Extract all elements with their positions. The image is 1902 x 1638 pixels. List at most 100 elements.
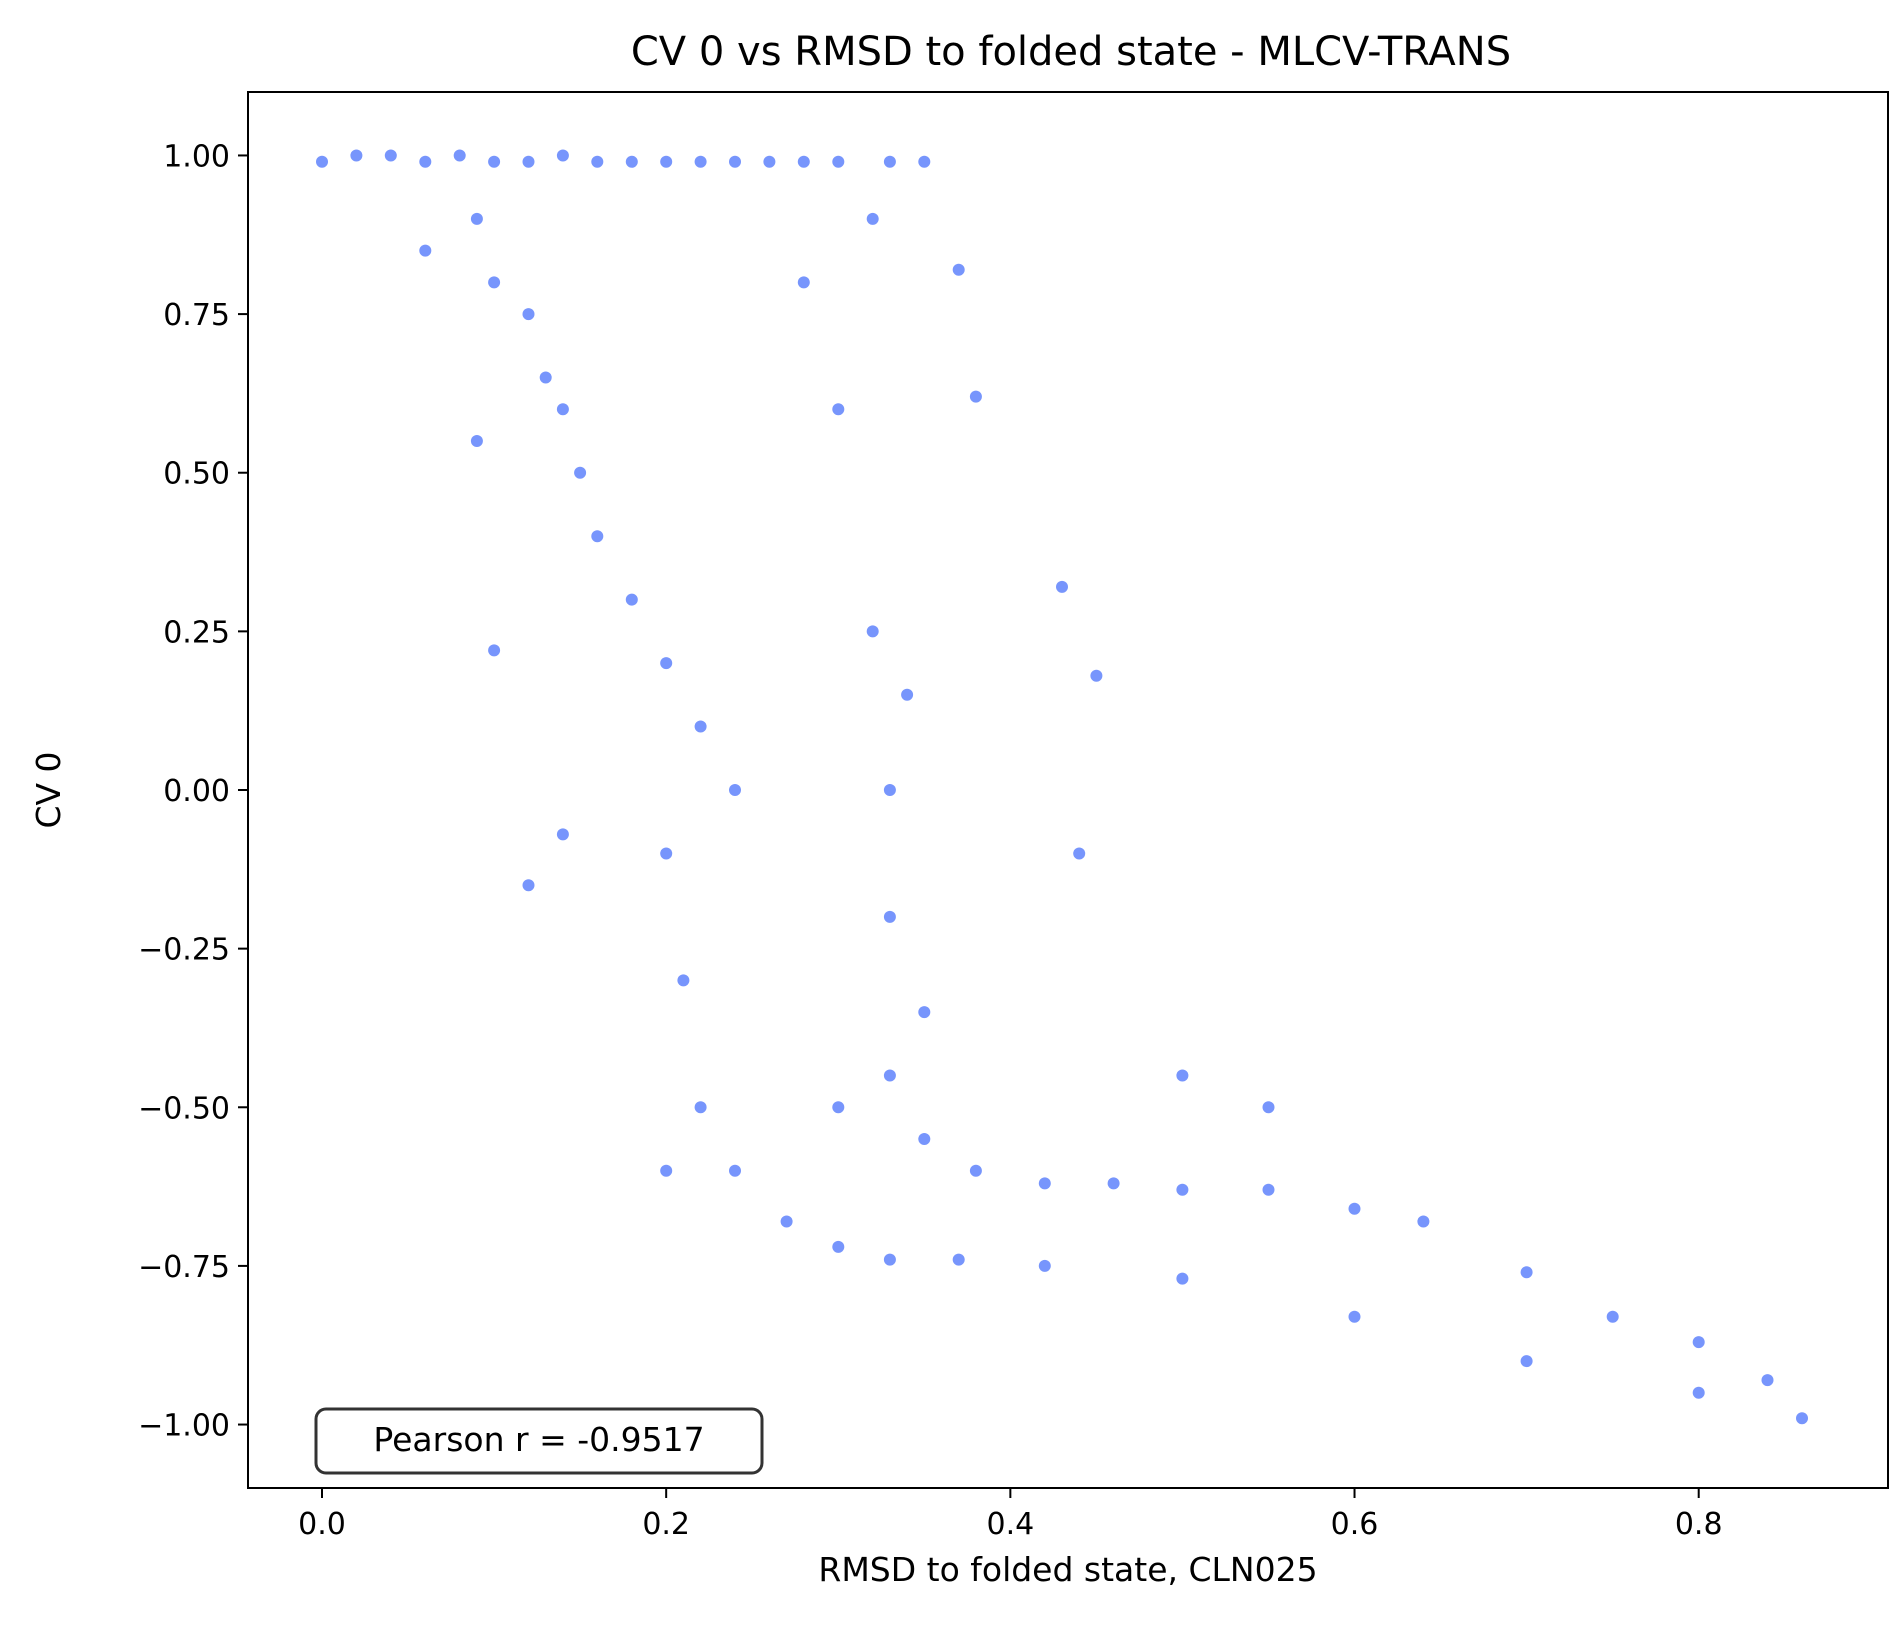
scatter-point [1090,669,1103,682]
scatter-point [1520,1355,1533,1368]
scatter-point [522,155,535,168]
scatter-point [1107,1177,1120,1190]
scatter-point [660,847,673,860]
y-tick-label: −1.00 [138,1409,230,1444]
x-axis: 0.0 0.2 0.4 0.6 0.8 [298,1488,1723,1542]
scatter-point [901,688,914,701]
y-tick-label: −0.75 [138,1250,230,1285]
scatter-point [729,784,741,796]
scatter-point [625,593,638,606]
scatter-point [591,155,604,168]
y-tick-label: 0.00 [163,774,230,809]
scatter-point [1520,1266,1533,1279]
scatter-point [384,149,397,162]
scatter-point [574,466,587,479]
scatter-point [1417,1215,1430,1228]
scatter-point [1038,1259,1051,1272]
scatter-point [453,149,466,162]
chart-title: CV 0 vs RMSD to folded state - MLCV-TRAN… [631,29,1511,75]
scatter-point [539,371,552,384]
scatter-point [470,212,483,225]
scatter-point [729,1164,741,1177]
x-tick-label: 0.6 [1331,1507,1379,1542]
scatter-point [1692,1336,1705,1349]
x-axis-label: RMSD to folded state, CLN025 [818,1550,1317,1589]
scatter-point [832,403,845,416]
x-tick-label: 0.0 [298,1507,346,1542]
scatter-point [1348,1202,1361,1215]
scatter-point [660,1164,673,1177]
scatter-point [832,155,845,168]
y-axis-label: CV 0 [29,751,68,828]
pearson-annotation: Pearson r = -0.9517 [314,1407,764,1475]
scatter-point [419,244,432,257]
scatter-point [556,149,569,162]
scatter-point [1796,1412,1808,1425]
scatter-point [522,308,535,321]
y-tick-label: 0.25 [163,615,230,650]
y-tick-label: 0.75 [163,298,230,333]
scatter-point [591,530,604,543]
scatter-point [350,149,363,162]
scatter-point [780,1215,793,1228]
scatter-point [625,155,638,168]
scatter-point [522,879,535,892]
scatter-point [660,657,673,670]
scatter-point [488,644,501,657]
scatter-point [729,155,741,168]
scatter-point [1073,847,1086,860]
scatter-point [969,1164,982,1177]
scatter-point [969,390,982,403]
scatter-point [883,1069,896,1082]
scatter-point [866,212,879,225]
scatter-point [763,155,776,168]
scatter-point [694,155,707,168]
scatter-point [677,974,690,987]
scatter-point [1176,1069,1189,1082]
scatter-point [1056,580,1068,593]
scatter-point [1606,1310,1619,1323]
scatter-point [832,1240,845,1253]
scatter-point [883,1253,896,1266]
scatter-point [797,155,810,168]
y-tick-label: −0.25 [138,933,230,968]
scatter-point [556,828,569,841]
scatter-point [1348,1310,1361,1323]
plot-area-frame [247,91,1889,1489]
scatter-point [1262,1101,1275,1114]
scatter-point [1176,1272,1189,1285]
scatter-point [883,155,896,168]
x-tick-label: 0.8 [1675,1507,1723,1542]
scatter-point [660,155,673,168]
scatter-point [918,155,931,168]
scatter-point [316,155,328,168]
scatter-point [952,263,965,276]
scatter-point [1761,1374,1774,1387]
y-tick-label: 1.00 [163,139,230,174]
x-tick-label: 0.4 [986,1507,1034,1542]
scatter-point [1038,1177,1051,1190]
scatter-point [1262,1183,1275,1196]
y-tick-label: −0.50 [138,1091,230,1126]
x-tick-label: 0.2 [642,1507,690,1542]
scatter-point [918,1133,931,1145]
scatter-point [918,1006,931,1019]
scatter-point [419,155,432,168]
scatter-point [694,720,707,733]
scatter-point [488,155,501,168]
y-tick-label: 0.50 [163,457,230,492]
scatter-point [883,784,896,796]
points-layer [316,149,1808,1425]
scatter-point [556,403,569,416]
scatter-point [488,276,501,289]
scatter-point [832,1101,845,1114]
scatter-point [470,435,483,447]
scatter-point [1176,1183,1189,1196]
scatter-point [1692,1386,1705,1399]
annotation-box [314,1407,764,1475]
scatter-point [797,276,810,289]
scatter-point [952,1253,965,1266]
y-axis: 1.00 0.75 0.50 0.25 0.00 −0.25 −0.50 −0.75 −1.00 [138,139,248,1444]
